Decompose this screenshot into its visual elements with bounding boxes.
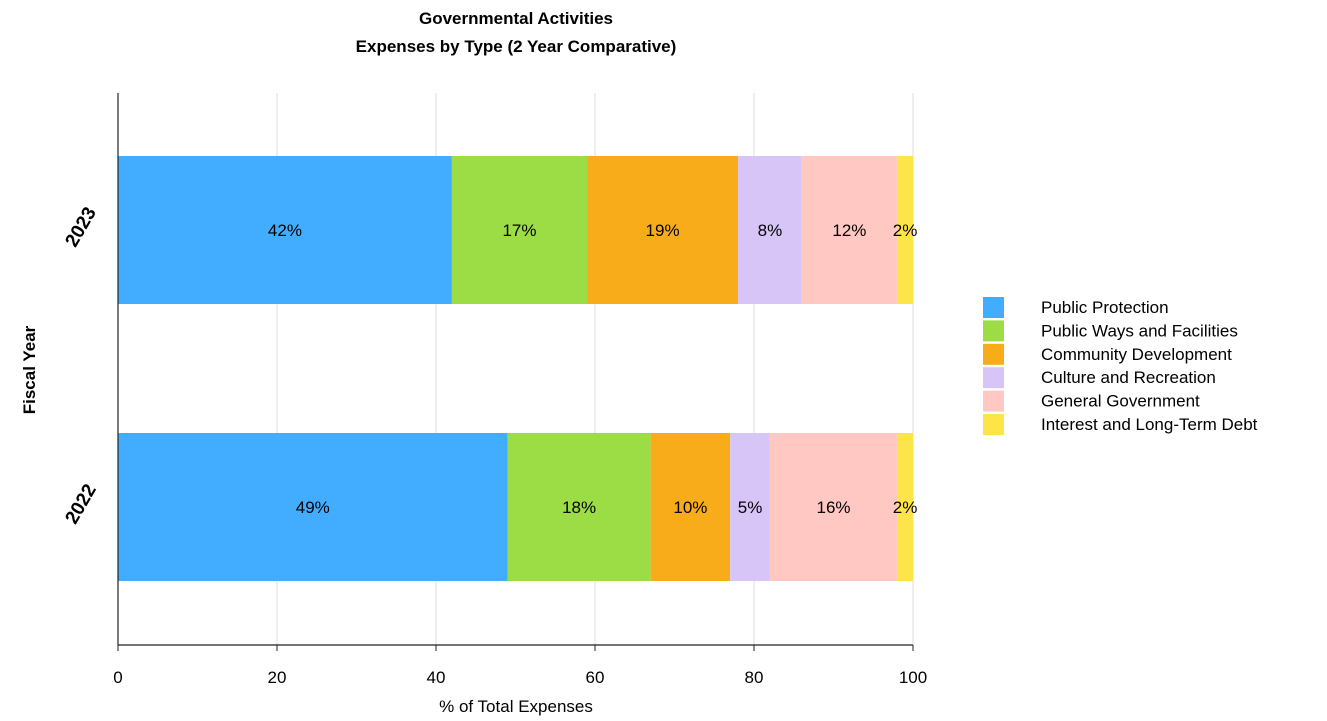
bar-data-label: 2% [893,221,918,240]
legend-swatch [983,414,1004,435]
y-category-label: 2022 [62,481,101,528]
x-tick-label: 100 [899,668,927,687]
x-tick-label: 20 [268,668,287,687]
bars: 42% 17% 19% 8% 12% 2% 49% 18% 10% 5% 16% 2% [118,156,917,581]
legend-label: Public Ways and Facilities [1041,321,1238,340]
legend-label: Public Protection [1041,298,1169,317]
chart-title: Governmental Activities Expenses by Type… [356,9,677,56]
chart-title-line1: Governmental Activities [419,9,613,28]
legend-swatch [983,297,1004,318]
bar-segment [650,433,731,581]
bar-data-label: 42% [268,221,302,240]
bar-data-label: 16% [816,498,850,517]
bar-segment [118,433,508,581]
x-tick-label: 60 [586,668,605,687]
bar-segment [587,156,739,304]
bar-segment [507,433,651,581]
y-category-labels: 2023 2022 [62,204,101,528]
x-axis-title: % of Total Expenses [439,697,593,716]
bar-segment [897,433,913,581]
chart-title-line2: Expenses by Type (2 Year Comparative) [356,37,677,56]
bar-data-label: 49% [296,498,330,517]
y-category-label: 2023 [62,204,101,251]
bar-data-label: 18% [562,498,596,517]
y-axis-title: Fiscal Year [20,325,39,414]
bar-data-label: 2% [893,498,918,517]
legend-label: Community Development [1041,345,1232,364]
bar-segment [897,156,913,304]
legend-label: General Government [1041,392,1200,411]
bar-segment [738,156,802,304]
bar-data-label: 10% [673,498,707,517]
legend-swatch [983,320,1004,342]
bar-data-label: 5% [738,498,763,517]
bar-segment [118,156,452,304]
x-tick-label: 40 [427,668,446,687]
x-tick-label: 0 [113,668,122,687]
bar-segment [801,156,898,304]
bar-segment [451,156,588,304]
x-tick-labels: 0 20 40 60 80 100 [113,645,927,687]
bar-data-label: 8% [758,221,783,240]
legend-swatch [983,343,1004,365]
x-tick-label: 80 [745,668,764,687]
bar-segment [730,433,770,581]
bar-segment [769,433,898,581]
legend-label: Interest and Long-Term Debt [1041,415,1258,434]
legend-swatch [983,390,1004,412]
legend: Public Protection Public Ways and Facilit… [983,297,1258,435]
bar-data-label: 12% [832,221,866,240]
bar-data-label: 19% [646,221,680,240]
legend-label: Culture and Recreation [1041,368,1216,387]
bar-data-label: 17% [502,221,536,240]
legend-swatch [983,367,1004,389]
axes [117,93,913,646]
